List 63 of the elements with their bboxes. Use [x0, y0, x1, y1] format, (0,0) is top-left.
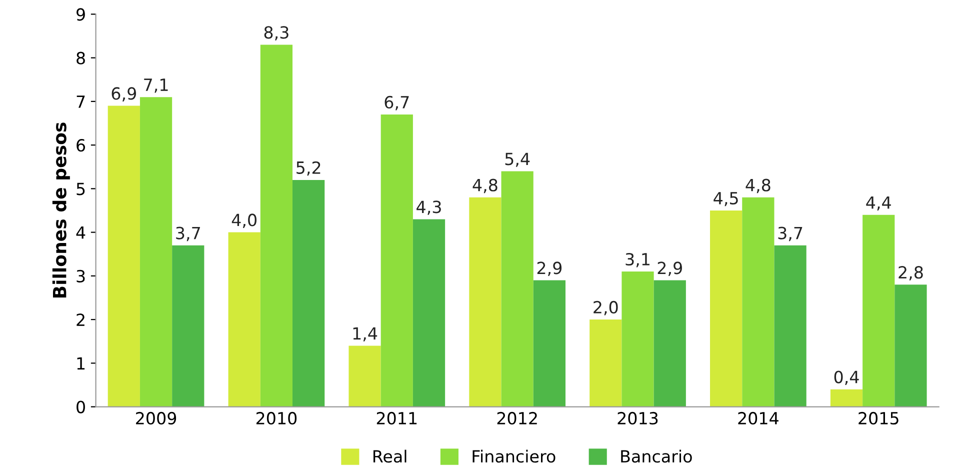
x-tick-label: 2010 — [256, 412, 297, 425]
data-label: 4,4 — [866, 196, 891, 211]
data-label: 8,3 — [264, 26, 288, 40]
y-tick-label: 7 — [76, 96, 85, 108]
y-tick-label: 8 — [76, 52, 85, 64]
bar — [830, 389, 863, 407]
data-label: 4,3 — [416, 200, 441, 215]
y-tick-label: 1 — [77, 357, 85, 370]
bar — [469, 197, 502, 407]
bar — [501, 171, 534, 407]
data-label: 5,2 — [296, 161, 320, 176]
y-tick-label: 2 — [76, 314, 84, 326]
bar — [533, 280, 566, 407]
data-label: 4,0 — [232, 214, 256, 228]
bar — [348, 346, 381, 407]
bar — [894, 284, 927, 407]
bar — [862, 214, 895, 407]
data-label: 6,7 — [384, 96, 409, 110]
bar — [108, 106, 140, 407]
y-axis-title: Billones de pesos — [52, 122, 70, 298]
legend-label: Real — [373, 450, 406, 463]
bar — [654, 280, 686, 407]
x-tick-label: 2009 — [136, 412, 176, 425]
bar — [380, 114, 413, 407]
bar — [172, 245, 204, 407]
data-label: 6,9 — [112, 87, 136, 102]
bar — [590, 320, 622, 407]
bar — [622, 272, 654, 407]
bar — [140, 97, 172, 407]
data-label: 2,9 — [537, 262, 562, 276]
data-label: 3,1 — [626, 252, 650, 268]
y-tick-label: 0 — [76, 400, 85, 414]
x-tick-label: 2013 — [618, 412, 658, 425]
bar — [742, 197, 774, 407]
bar — [774, 245, 806, 407]
data-label: 5,4 — [505, 152, 530, 167]
legend-label: Financiero — [472, 450, 556, 463]
bar — [292, 180, 325, 407]
x-tick-label: 2012 — [497, 412, 537, 425]
data-label: 4,8 — [472, 178, 498, 194]
legend-label: Bancario — [621, 450, 692, 463]
data-label: 4,5 — [714, 192, 738, 206]
data-label: 2,8 — [898, 266, 923, 280]
data-label: 2,0 — [594, 300, 618, 316]
bar — [228, 232, 260, 407]
bar — [412, 219, 446, 407]
data-label: 0,4 — [834, 370, 859, 386]
y-tick-label: 9 — [76, 8, 85, 21]
y-tick-label: 6 — [76, 139, 86, 152]
x-tick-label: 2014 — [738, 412, 778, 425]
y-tick-label: 3 — [76, 270, 85, 282]
data-label: 7,1 — [144, 78, 168, 93]
x-tick-label: 2011 — [376, 412, 417, 425]
data-label: 3,7 — [176, 226, 200, 242]
data-label: 1,4 — [353, 327, 378, 342]
bar — [260, 44, 293, 407]
data-label: 4,8 — [746, 178, 770, 194]
data-label: 3,7 — [778, 226, 802, 242]
data-label: 2,9 — [658, 262, 682, 276]
y-tick-label: 5 — [76, 182, 85, 196]
bar — [710, 210, 742, 407]
x-tick-label: 2015 — [858, 412, 898, 425]
y-tick-label: 4 — [76, 226, 86, 239]
